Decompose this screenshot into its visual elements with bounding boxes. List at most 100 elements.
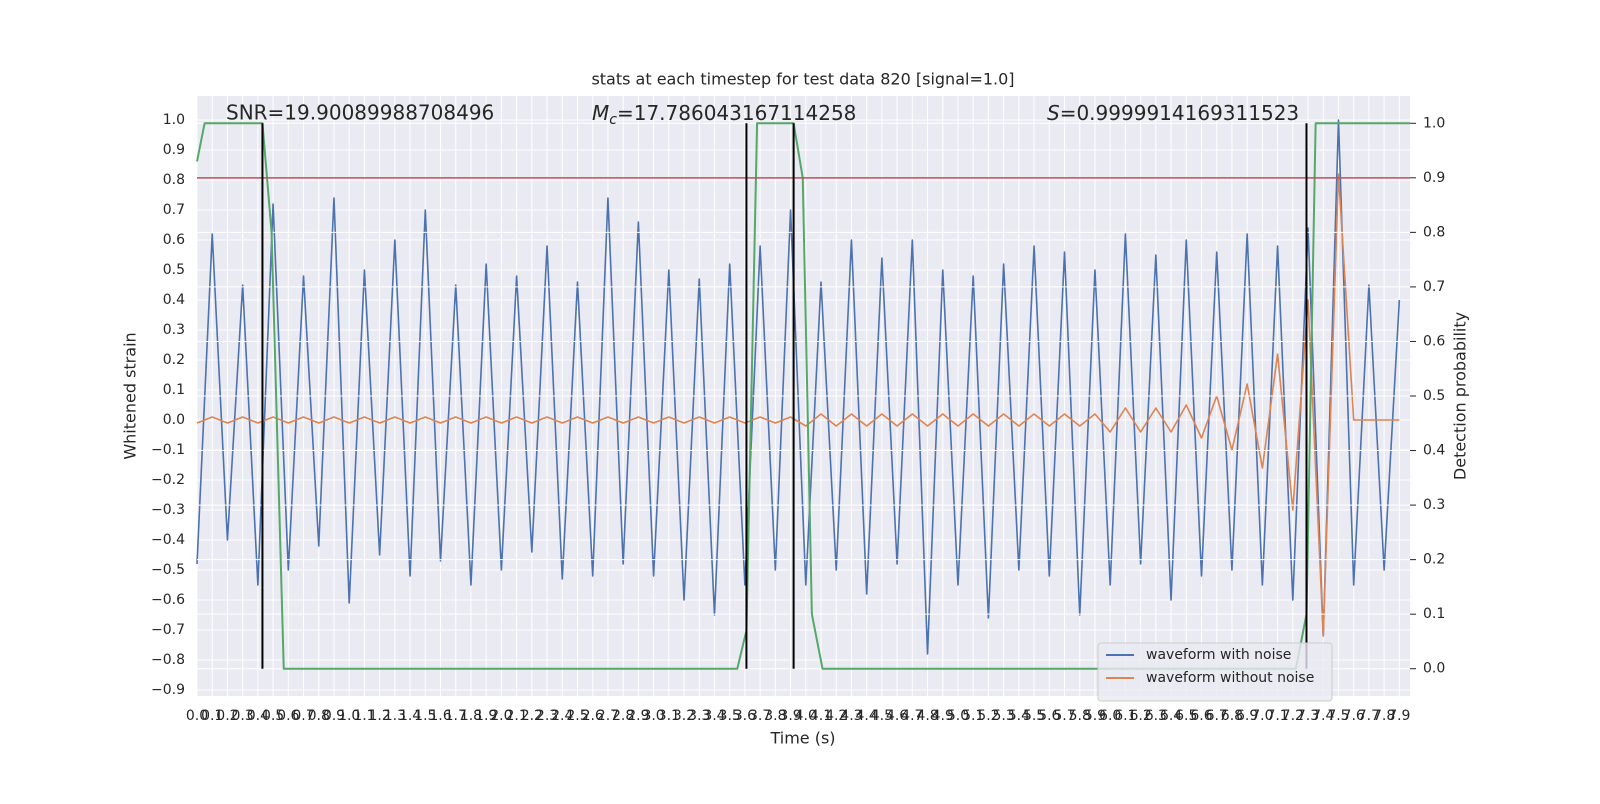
x-tick-label: 2.8 <box>612 708 634 724</box>
x-tick-label: 1.7 <box>445 708 467 724</box>
x-tick-label: 1.3 <box>384 708 406 724</box>
x-tick-label: 2.3 <box>536 708 558 724</box>
x-tick-label: 4.5 <box>871 708 893 724</box>
y-tick-label: 0.1 <box>163 382 185 398</box>
y2-tick-label: 1.0 <box>1423 115 1445 131</box>
y2-tick-label: 0.1 <box>1423 606 1445 622</box>
x-tick-label: 2.5 <box>566 708 588 724</box>
y2-tick-label: 0.7 <box>1423 279 1445 295</box>
x-tick-label: 0.7 <box>292 708 314 724</box>
annotation-text: =0.9999914169311523 <box>1060 101 1299 125</box>
x-tick-label: 0.8 <box>308 708 330 724</box>
y-tick-label: −0.8 <box>151 652 185 668</box>
annotation-symbol: S <box>1047 101 1060 125</box>
x-tick-label: 1.1 <box>353 708 375 724</box>
y-tick-label: 0.8 <box>163 172 185 188</box>
x-tick-label: 7.0 <box>1251 708 1273 724</box>
x-tick-label: 0.4 <box>247 708 269 724</box>
y-tick-label: −0.6 <box>151 592 185 608</box>
y-tick-label: 1.0 <box>163 112 185 128</box>
x-tick-label: 6.0 <box>1099 708 1121 724</box>
x-tick-label: 0.9 <box>323 708 345 724</box>
annotation-subscript: c <box>609 112 617 128</box>
x-tick-label: 5.7 <box>1053 708 1075 724</box>
chart-title: stats at each timestep for test data 820… <box>591 70 1014 89</box>
y-tick-label: −0.5 <box>151 562 185 578</box>
x-tick-label: 0.0 <box>186 708 208 724</box>
data <box>196 119 1401 655</box>
y-tick-label: −0.9 <box>151 682 185 698</box>
x-tick-label: 1.9 <box>475 708 497 724</box>
x-tick-label: 5.1 <box>962 708 984 724</box>
x-tick-label: 5.5 <box>1023 708 1045 724</box>
x-tick-label: 4.7 <box>901 708 923 724</box>
y2-tick-label: 0.5 <box>1423 388 1445 404</box>
x-tick-label: 3.8 <box>764 708 786 724</box>
y-tick-label: 0.6 <box>163 232 185 248</box>
x-tick-label: 6.2 <box>1129 708 1151 724</box>
x-tick-label: 7.5 <box>1327 708 1349 724</box>
x-tick-label: 5.9 <box>1084 708 1106 724</box>
x-tick-label: 7.3 <box>1297 708 1319 724</box>
annotation-text: =17.786043167114258 <box>617 101 856 125</box>
y-tick-label: 0.9 <box>163 142 185 158</box>
annotation-symbol: M <box>592 101 609 125</box>
y-tick-label: −0.4 <box>151 532 185 548</box>
x-tick-label: 5.0 <box>947 708 969 724</box>
overlay <box>196 122 1410 670</box>
x-tick-label: 3.5 <box>719 708 741 724</box>
legend-box <box>1097 642 1333 702</box>
x-tick-label: 0.5 <box>262 708 284 724</box>
x-tick-label: 2.1 <box>505 708 527 724</box>
y2-tick-label: 0.0 <box>1423 661 1445 677</box>
x-tick-label: 3.4 <box>703 708 725 724</box>
x-tick-label: 6.6 <box>1190 708 1212 724</box>
x-tick-label: 1.4 <box>399 708 421 724</box>
y-tick-label: 0.0 <box>163 412 185 428</box>
x-tick-label: 5.2 <box>977 708 999 724</box>
series-line <box>196 119 1401 655</box>
x-tick-label: 2.9 <box>627 708 649 724</box>
x-tick-label: 6.5 <box>1175 708 1197 724</box>
x-tick-label: 7.7 <box>1358 708 1380 724</box>
series-line <box>196 173 1400 637</box>
x-tick-label: 7.9 <box>1388 708 1410 724</box>
x-tick-label: 0.2 <box>216 708 238 724</box>
y-tick-label: 0.7 <box>163 202 185 218</box>
y-tick-label: 0.3 <box>163 322 185 338</box>
x-tick-label: 1.6 <box>429 708 451 724</box>
x-tick-label: 4.4 <box>856 708 878 724</box>
y2-tick-label: 0.2 <box>1423 552 1445 568</box>
y-tick-label: −0.1 <box>151 442 185 458</box>
legend-label: waveform without noise <box>1146 670 1314 686</box>
x-tick-label: 3.1 <box>658 708 680 724</box>
legend-label: waveform with noise <box>1146 647 1291 663</box>
x-tick-label: 5.3 <box>993 708 1015 724</box>
y-tick-label: −0.3 <box>151 502 185 518</box>
x-tick-label: 6.1 <box>1114 708 1136 724</box>
x-tick-label: 4.6 <box>886 708 908 724</box>
x-tick-label: 5.8 <box>1069 708 1091 724</box>
x-tick-label: 2.7 <box>597 708 619 724</box>
x-tick-label: 0.6 <box>277 708 299 724</box>
x-tick-label: 3.6 <box>734 708 756 724</box>
y2-tick-label: 0.3 <box>1423 497 1445 513</box>
annotation: Mc=17.786043167114258 <box>592 101 856 129</box>
y2-tick-label: 0.4 <box>1423 443 1445 459</box>
x-tick-label: 5.6 <box>1038 708 1060 724</box>
annotation: SNR=19.90089988708496 <box>226 101 494 125</box>
x-tick-label: 2.0 <box>490 708 512 724</box>
x-tick-label: 5.4 <box>1008 708 1030 724</box>
x-tick-label: 1.2 <box>369 708 391 724</box>
y2-tick-label: 0.8 <box>1423 224 1445 240</box>
y-tick-label: 0.4 <box>163 292 185 308</box>
y2-tick-label: 0.9 <box>1423 170 1445 186</box>
x-tick-label: 3.9 <box>779 708 801 724</box>
x-tick-label: 7.2 <box>1282 708 1304 724</box>
x-tick-label: 3.0 <box>642 708 664 724</box>
x-tick-label: 6.4 <box>1160 708 1182 724</box>
y-tick-label: −0.2 <box>151 472 185 488</box>
x-tick-label: 2.6 <box>582 708 604 724</box>
